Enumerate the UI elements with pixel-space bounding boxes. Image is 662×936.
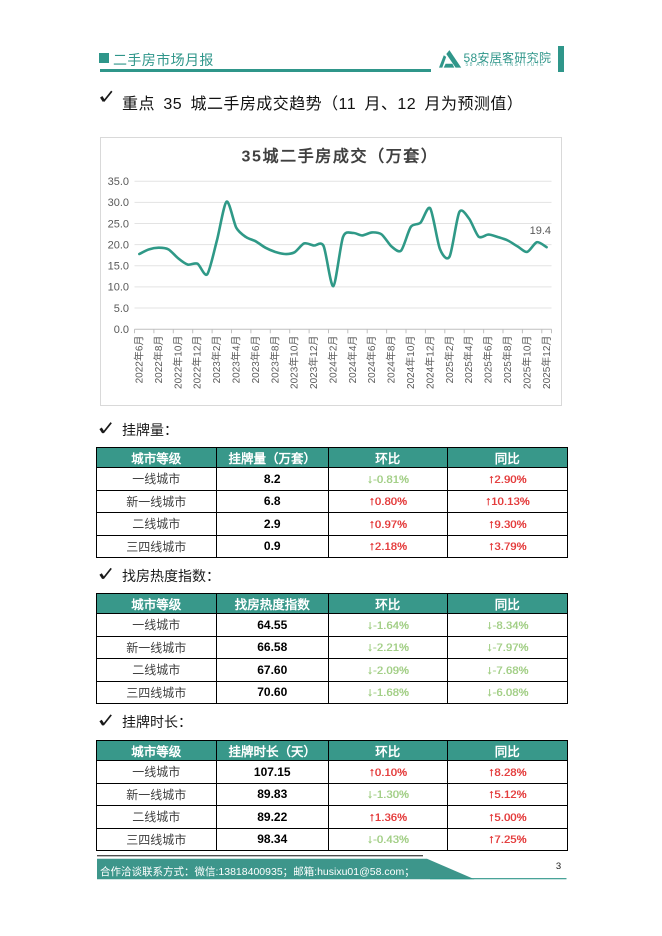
svg-text:2023年10月: 2023年10月 [288, 336, 301, 389]
svg-text:2023年2月: 2023年2月 [210, 336, 223, 384]
svg-text:2025年4月: 2025年4月 [462, 336, 475, 384]
svg-text:20.0: 20.0 [108, 240, 129, 252]
svg-text:2024年10月: 2024年10月 [404, 336, 417, 389]
svg-text:2023年4月: 2023年4月 [230, 336, 243, 384]
svg-text:35城二手房成交（万套）: 35城二手房成交（万套） [242, 147, 439, 166]
svg-text:2025年12月: 2025年12月 [540, 336, 553, 389]
svg-text:10.0: 10.0 [108, 282, 129, 294]
svg-text:25.0: 25.0 [108, 218, 129, 230]
svg-text:2024年4月: 2024年4月 [346, 336, 359, 384]
svg-text:2025年10月: 2025年10月 [520, 336, 533, 389]
svg-text:2023年12月: 2023年12月 [307, 336, 320, 389]
svg-text:2022年8月: 2022年8月 [152, 336, 165, 384]
svg-text:0.0: 0.0 [114, 324, 129, 336]
svg-text:2022年6月: 2022年6月 [133, 336, 146, 384]
svg-text:2024年12月: 2024年12月 [423, 336, 436, 389]
svg-text:2023年6月: 2023年6月 [249, 336, 262, 384]
svg-text:2024年6月: 2024年6月 [365, 336, 378, 384]
svg-text:5.0: 5.0 [114, 303, 129, 315]
svg-text:2024年8月: 2024年8月 [385, 336, 398, 384]
svg-text:15.0: 15.0 [108, 261, 129, 273]
svg-text:2024年2月: 2024年2月 [327, 336, 340, 384]
svg-text:30.0: 30.0 [108, 197, 129, 209]
svg-text:2023年8月: 2023年8月 [268, 336, 281, 384]
svg-text:2025年8月: 2025年8月 [501, 336, 514, 384]
svg-text:2025年6月: 2025年6月 [482, 336, 495, 384]
svg-text:2022年10月: 2022年10月 [171, 336, 184, 389]
svg-text:19.4: 19.4 [530, 225, 551, 237]
svg-text:2025年2月: 2025年2月 [443, 336, 456, 384]
svg-text:35.0: 35.0 [108, 176, 129, 188]
svg-text:合作洽谈联系方式：微信:13818400935；邮箱:hus: 合作洽谈联系方式：微信:13818400935；邮箱:husixu01@58.c… [100, 865, 415, 878]
svg-text:3: 3 [556, 861, 561, 872]
svg-text:2022年12月: 2022年12月 [191, 336, 204, 389]
